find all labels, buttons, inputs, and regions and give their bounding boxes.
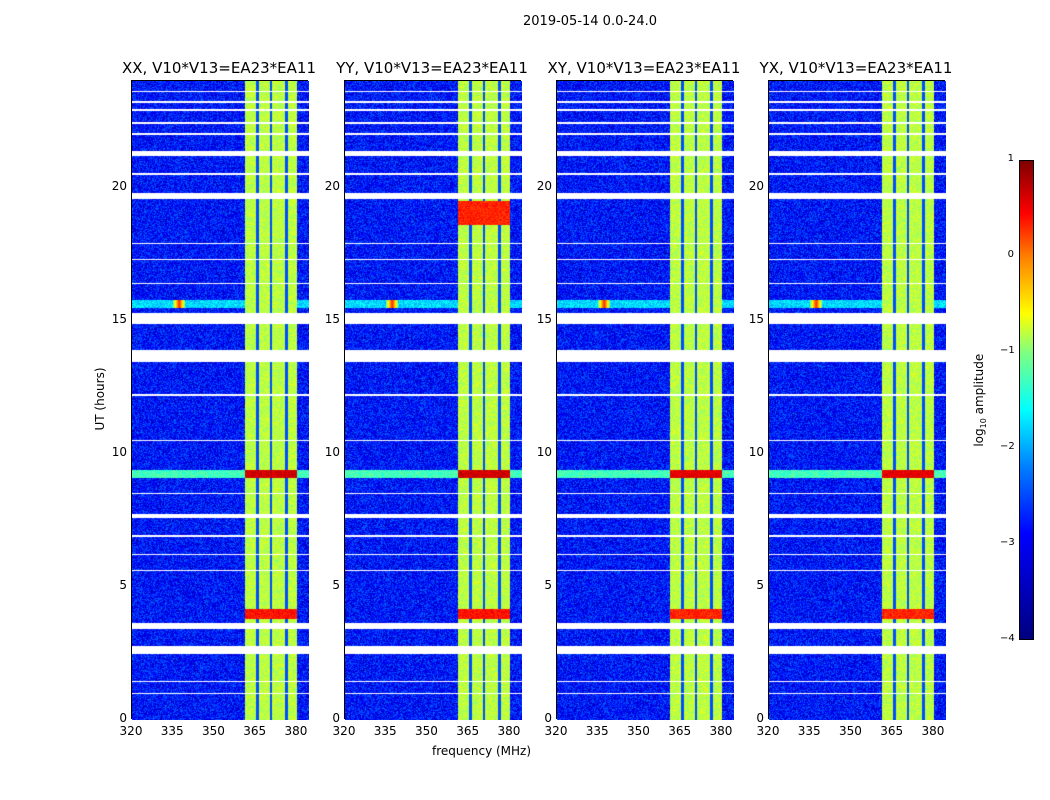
- x-tick-label: 320: [119, 724, 143, 738]
- x-tick-label: 365: [456, 724, 480, 738]
- colorbar: [1019, 160, 1034, 640]
- x-tick-label: 320: [756, 724, 780, 738]
- panel-title: YY, V10*V13=EA23*EA11: [336, 59, 528, 77]
- x-tick-label: 335: [160, 724, 184, 738]
- heatmap-panel: [131, 80, 309, 720]
- colorbar-tick-label: 0: [1007, 249, 1014, 260]
- x-tick-label: 350: [839, 724, 862, 738]
- colorbar-tick-label: −4: [1000, 633, 1015, 644]
- y-tick-label: 0: [119, 711, 127, 725]
- y-tick-label: 10: [536, 444, 552, 459]
- y-tick-label: 5: [332, 577, 340, 592]
- x-tick-label: 320: [332, 724, 356, 738]
- figure-title: 2019-05-14 0.0-24.0: [523, 14, 657, 29]
- x-tick-label: 380: [709, 724, 733, 738]
- colorbar-tick-label: −2: [1000, 441, 1015, 452]
- y-tick-label: 10: [748, 444, 764, 459]
- y-tick-label: 5: [544, 577, 552, 592]
- heatmap-image: [557, 81, 734, 720]
- x-axis-label: frequency (MHz): [432, 744, 532, 758]
- heatmap-panel: [344, 80, 522, 720]
- x-tick-label: 350: [415, 724, 438, 738]
- heatmap-image: [769, 81, 946, 720]
- x-tick-label: 380: [921, 724, 945, 738]
- y-tick-label: 15: [111, 311, 127, 326]
- y-tick-label: 10: [111, 444, 127, 459]
- x-tick-label: 380: [284, 724, 308, 738]
- x-tick-label: 335: [373, 724, 397, 738]
- heatmap-image: [345, 81, 522, 720]
- y-tick-label: 0: [332, 711, 340, 725]
- y-tick-label: 20: [536, 178, 552, 193]
- x-tick-label: 350: [202, 724, 225, 738]
- x-tick-label: 350: [627, 724, 650, 738]
- y-tick-label: 0: [756, 711, 764, 725]
- heatmap-panel: [556, 80, 734, 720]
- colorbar-tick-label: 1: [1007, 153, 1014, 164]
- x-tick-label: 380: [497, 724, 521, 738]
- y-tick-label: 20: [748, 178, 764, 193]
- y-axis-label: UT (hours): [93, 367, 107, 431]
- panel-title: XX, V10*V13=EA23*EA11: [121, 59, 316, 77]
- y-tick-label: 5: [119, 577, 127, 592]
- y-tick-label: 15: [324, 311, 340, 326]
- panel-title: XY, V10*V13=EA23*EA11: [547, 59, 741, 77]
- y-tick-label: 10: [324, 444, 340, 459]
- y-tick-label: 15: [536, 311, 552, 326]
- y-tick-label: 5: [756, 577, 764, 592]
- colorbar-label: log10 amplitude: [971, 353, 989, 447]
- x-tick-label: 320: [544, 724, 568, 738]
- y-tick-label: 15: [748, 311, 764, 326]
- y-tick-label: 20: [111, 178, 127, 193]
- colorbar-tick-label: −1: [1000, 345, 1015, 356]
- panel-title: YX, V10*V13=EA23*EA11: [759, 59, 953, 77]
- x-tick-label: 365: [880, 724, 904, 738]
- y-tick-label: 0: [544, 711, 552, 725]
- y-tick-label: 20: [324, 178, 340, 193]
- heatmap-panel: [768, 80, 946, 720]
- x-tick-label: 335: [585, 724, 609, 738]
- x-tick-label: 335: [797, 724, 821, 738]
- x-tick-label: 365: [668, 724, 692, 738]
- heatmap-image: [132, 81, 309, 720]
- x-tick-label: 365: [243, 724, 267, 738]
- colorbar-tick-label: −3: [1000, 537, 1015, 548]
